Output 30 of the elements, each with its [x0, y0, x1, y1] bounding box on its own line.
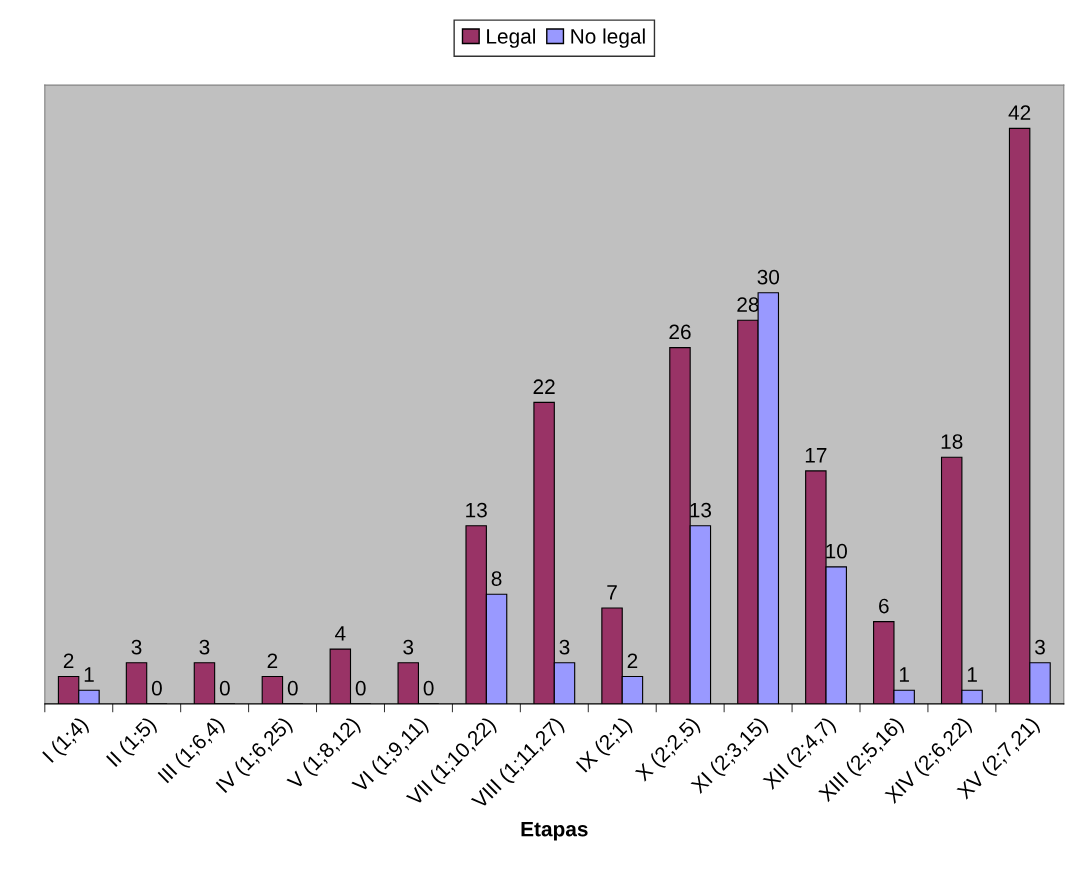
data-label: 1 [967, 667, 977, 682]
data-label: 2 [627, 653, 638, 668]
data-label: 4 [335, 626, 346, 641]
legend-label: No legal [571, 28, 645, 48]
data-label: 1 [899, 667, 909, 682]
data-label: 26 [669, 324, 691, 340]
data-label: 3 [199, 639, 210, 655]
data-label: 30 [757, 269, 780, 285]
data-label: 3 [1035, 639, 1045, 655]
data-label: 42 [1008, 105, 1031, 120]
data-label: 0 [219, 680, 230, 696]
data-label: 0 [355, 680, 366, 696]
data-label: 3 [131, 639, 142, 655]
x-axis-title: Etapas [521, 821, 588, 841]
data-label: 13 [466, 502, 487, 518]
data-label: 7 [607, 585, 617, 600]
legend-label: Legal [487, 28, 535, 48]
data-label: 3 [403, 639, 414, 655]
data-label: 0 [423, 680, 434, 696]
data-label: 8 [491, 571, 502, 586]
data-label: 17 [805, 448, 827, 463]
data-label: 6 [879, 598, 889, 614]
data-label: 0 [151, 680, 162, 696]
data-label: 1 [84, 667, 94, 682]
data-label: 3 [559, 639, 570, 655]
data-label: 22 [533, 379, 555, 394]
data-label: 2 [267, 653, 278, 668]
data-label: 0 [287, 680, 298, 696]
data-label: 2 [63, 653, 74, 668]
data-label: 18 [941, 434, 963, 449]
